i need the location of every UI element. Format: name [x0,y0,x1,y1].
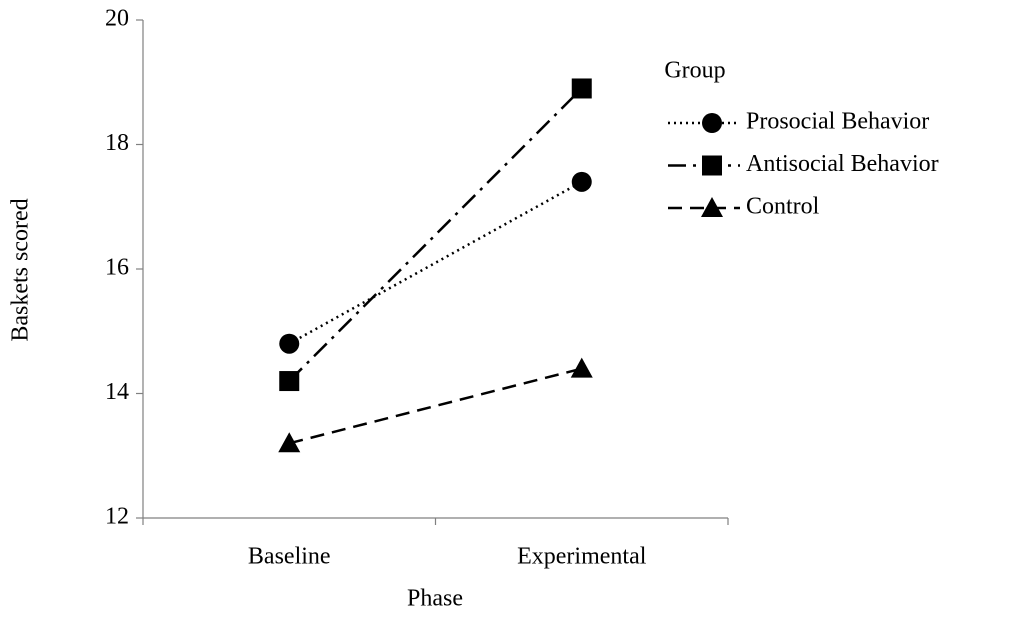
x-tick-label: Baseline [248,544,331,570]
data-point [571,78,592,99]
series-line [288,367,583,445]
legend-marker [702,113,722,133]
data-point [279,371,300,392]
series-line [288,180,583,345]
y-tick-label: 20 [105,6,129,32]
y-tick-label: 18 [105,130,129,156]
y-tick-label: 16 [105,255,129,281]
y-axis-label: Baskets scored [8,198,34,341]
y-tick-label: 14 [105,379,129,405]
x-axis-label: Phase [407,586,463,612]
legend-label: Antisocial Behavior [746,151,939,177]
legend-marker [701,197,723,217]
data-point [570,357,593,378]
data-point [279,333,300,354]
legend-label: Control [746,194,820,220]
series-line [288,87,583,382]
legend-marker [702,155,722,176]
y-tick-label: 12 [105,504,129,530]
data-point [278,432,301,453]
data-point [571,171,592,192]
x-tick-label: Experimental [517,544,647,570]
legend-label: Prosocial Behavior [746,109,929,135]
legend-title: Group [664,58,725,84]
